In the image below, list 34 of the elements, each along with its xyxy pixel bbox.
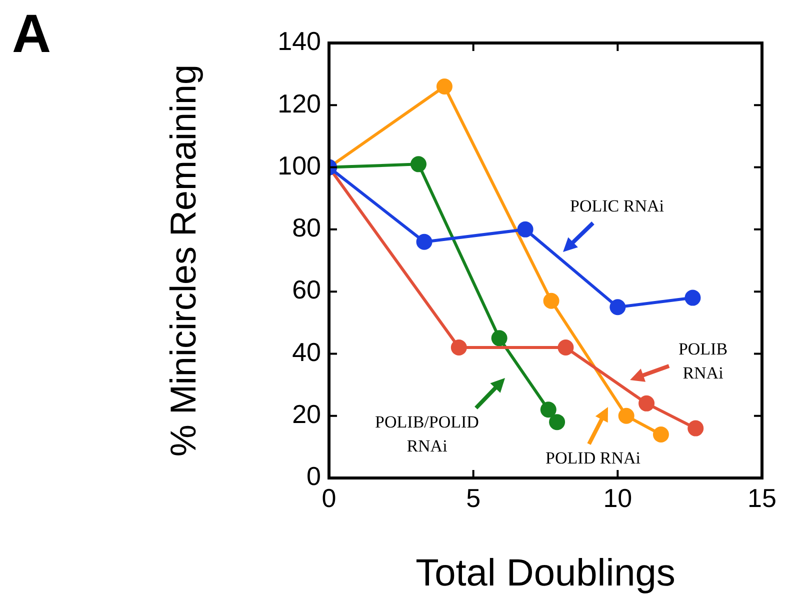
x-tick-label: 5 (466, 482, 481, 513)
point (558, 340, 574, 356)
point (450, 340, 467, 356)
point (638, 395, 655, 412)
x-axis-title: Total Doublings (416, 552, 676, 595)
y-tick-label: 100 (278, 150, 321, 180)
annotation: POLID RNAi (546, 448, 641, 468)
chart-title: A (12, 4, 51, 64)
point (688, 420, 704, 436)
point (436, 78, 452, 94)
point (652, 426, 669, 442)
point (517, 221, 534, 238)
point (540, 402, 556, 418)
point (610, 299, 626, 316)
annotation: POLIB RNAi (678, 339, 728, 382)
point (549, 414, 566, 430)
point (618, 408, 634, 424)
y-tick-label: 140 (278, 26, 321, 56)
annotation: POLIC RNAi (570, 196, 664, 216)
point (410, 156, 426, 172)
x-tick-label: 15 (748, 482, 776, 513)
point (491, 330, 508, 346)
y-tick-label: 80 (292, 212, 321, 243)
point (543, 292, 560, 309)
point (416, 234, 432, 250)
point (684, 290, 701, 306)
y-tick-label: 0 (306, 461, 321, 492)
x-tick-label: 10 (603, 482, 632, 513)
y-tick-label: 40 (292, 336, 321, 367)
annotation: POLIB/POLID RNAi (375, 412, 479, 456)
y-tick-label: 120 (278, 88, 321, 118)
y-tick-label: 60 (292, 274, 321, 305)
y-axis-title: % Minicircles Remaining (162, 64, 204, 457)
y-tick-label: 20 (292, 399, 321, 430)
